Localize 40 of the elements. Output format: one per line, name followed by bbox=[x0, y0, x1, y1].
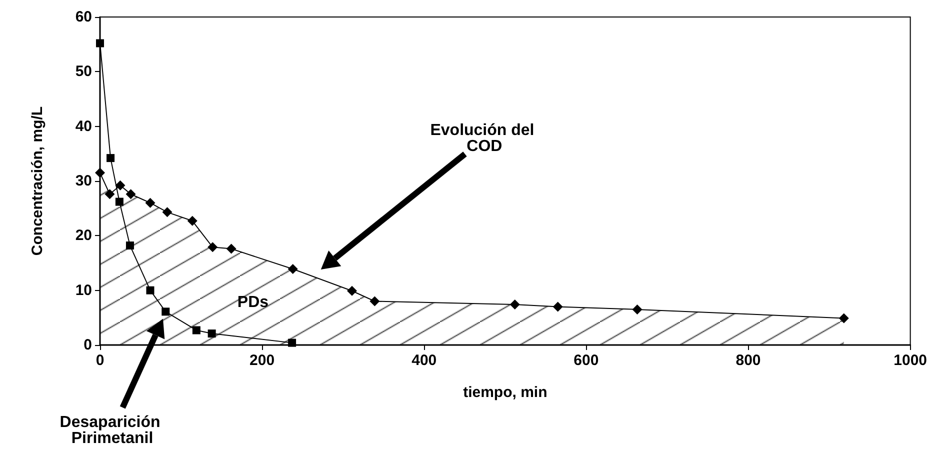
y-tick-label: 0 bbox=[84, 336, 92, 354]
point bbox=[126, 242, 134, 250]
point bbox=[288, 264, 298, 274]
point bbox=[104, 189, 115, 200]
point bbox=[226, 244, 236, 254]
y-tick-label: 20 bbox=[75, 227, 92, 244]
point bbox=[126, 189, 136, 200]
point bbox=[187, 216, 198, 226]
y-tick-label: 60 bbox=[75, 8, 92, 26]
point bbox=[162, 308, 170, 316]
x-tick-label: 400 bbox=[412, 352, 437, 369]
x-tick-label: 1000 bbox=[894, 352, 928, 369]
point bbox=[632, 304, 642, 314]
point bbox=[162, 207, 172, 218]
text: Desaparición Pirimetanil bbox=[60, 414, 165, 447]
point bbox=[838, 313, 849, 324]
x-axis-title: tiempo, min bbox=[463, 384, 548, 401]
point bbox=[115, 180, 126, 190]
point bbox=[208, 330, 216, 338]
y-tick-label: 40 bbox=[75, 118, 92, 135]
annotation: PDs bbox=[237, 294, 269, 311]
y-tick-label: 10 bbox=[75, 282, 92, 299]
x-tick-label: 200 bbox=[250, 352, 275, 369]
annotation: Evolución del COD bbox=[430, 122, 539, 155]
point bbox=[510, 300, 520, 310]
x-tick-label: 0 bbox=[96, 352, 104, 369]
point bbox=[370, 296, 380, 306]
point bbox=[115, 198, 124, 206]
point bbox=[208, 242, 218, 252]
point bbox=[192, 326, 200, 334]
y-tick-label: 50 bbox=[75, 63, 92, 80]
point bbox=[146, 286, 154, 294]
point bbox=[552, 302, 563, 312]
x-tick-label: 800 bbox=[736, 352, 761, 369]
x-tick-label: 600 bbox=[574, 352, 599, 369]
y-tick-label: 30 bbox=[75, 172, 92, 190]
point bbox=[347, 286, 358, 296]
y-axis-title: Concentración, mg/L bbox=[29, 106, 46, 256]
point bbox=[145, 198, 156, 208]
point bbox=[106, 154, 115, 162]
